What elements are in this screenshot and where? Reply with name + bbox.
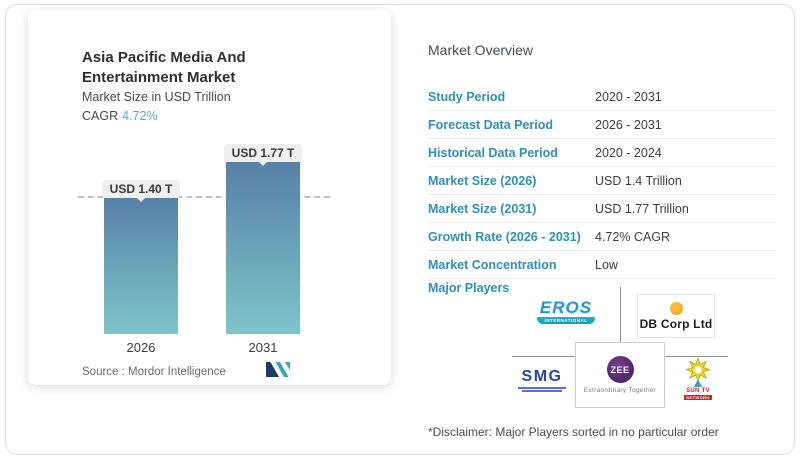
row-label: Growth Rate (2026 - 2031) — [428, 229, 581, 244]
row-value: 4.72% CAGR — [595, 229, 671, 244]
major-players-label: Major Players — [428, 281, 510, 295]
table-row: Market Size (2026) USD 1.4 Trillion — [428, 167, 775, 195]
smg-logo: SMG — [514, 369, 570, 392]
market-overview-panel: Market Overview Study Period 2020 - 2031… — [428, 0, 775, 459]
row-label: Forecast Data Period — [428, 117, 554, 132]
x-axis-label-2026: 2026 — [126, 340, 156, 355]
reference-dashed-line — [78, 196, 330, 198]
bar-2026 — [104, 198, 178, 334]
cagr-line: CAGR 4.72% — [82, 109, 158, 123]
smg-logo-subtext-bar — [522, 390, 562, 392]
connector-vertical-line — [620, 287, 621, 342]
row-value: Low — [595, 257, 618, 272]
card-subtitle: Market Size in USD Trillion — [82, 90, 231, 104]
row-value: USD 1.77 Trillion — [595, 201, 689, 216]
row-value: 2020 - 2024 — [595, 145, 662, 160]
row-label: Market Size (2026) — [428, 173, 537, 188]
card-title: Asia Pacific Media And Entertainment Mar… — [82, 49, 246, 87]
zee-logo-tagline: Extraordinary Together — [583, 387, 657, 394]
cagr-value: 4.72% — [122, 109, 158, 123]
sun-tv-logo: SUN TV NETWORK — [679, 358, 717, 401]
db-corp-logo: DB Corp Ltd — [637, 294, 715, 338]
table-row: Market Size (2031) USD 1.77 Trillion — [428, 195, 775, 223]
db-corp-logo-text: DB Corp Ltd — [639, 316, 713, 331]
row-label: Market Concentration — [428, 257, 557, 272]
bar-2031 — [226, 162, 300, 334]
bar-value-label-2031: USD 1.77 T — [223, 144, 303, 166]
row-value: 2026 - 2031 — [595, 117, 662, 132]
eros-logo-text: EROS — [539, 298, 593, 317]
table-row: Forecast Data Period 2026 - 2031 — [428, 111, 775, 139]
table-row: Market Concentration Low — [428, 251, 775, 279]
overview-heading: Market Overview — [428, 42, 534, 58]
overview-table: Study Period 2020 - 2031 Forecast Data P… — [428, 83, 775, 279]
table-row: Growth Rate (2026 - 2031) 4.72% CAGR — [428, 223, 775, 251]
sun-star-icon — [685, 358, 711, 387]
sun-tv-logo-text: SUN TV — [686, 388, 710, 394]
x-axis-label-2031: 2031 — [248, 340, 278, 355]
zee-logo-circle: ZEE — [606, 356, 634, 383]
table-row: Historical Data Period 2020 - 2024 — [428, 139, 775, 167]
bar-chart: USD 1.40 T 2026 USD 1.77 T 2031 — [28, 130, 391, 360]
eros-logo-subtext: INTERNATIONAL — [537, 317, 595, 324]
sun-tv-logo-subtext: NETWORK — [684, 395, 712, 401]
bar-group-2031: USD 1.77 T 2031 — [223, 144, 303, 355]
smg-logo-subtext-bar — [518, 386, 566, 389]
row-label: Historical Data Period — [428, 145, 558, 160]
zee-logo: ZEE Extraordinary Together — [575, 342, 665, 408]
bar-value-label-2026: USD 1.40 T — [101, 180, 181, 202]
source-attribution: Source : Mordor Intelligence — [82, 366, 226, 378]
row-value: USD 1.4 Trillion — [595, 173, 682, 188]
disclaimer-text: *Disclaimer: Major Players sorted in no … — [428, 425, 719, 439]
row-value: 2020 - 2031 — [595, 89, 662, 104]
eros-international-logo: EROS INTERNATIONAL — [532, 299, 600, 324]
row-label: Market Size (2031) — [428, 201, 537, 216]
bar-group-2026: USD 1.40 T 2026 — [101, 180, 181, 355]
table-row: Study Period 2020 - 2031 — [428, 83, 775, 111]
mordor-intelligence-logo-icon — [266, 362, 290, 382]
market-size-card: Asia Pacific Media And Entertainment Mar… — [28, 10, 391, 385]
row-label: Study Period — [428, 89, 506, 104]
cagr-label: CAGR — [82, 109, 119, 123]
db-corp-sun-icon — [669, 301, 683, 315]
smg-logo-text: SMG — [521, 368, 563, 385]
